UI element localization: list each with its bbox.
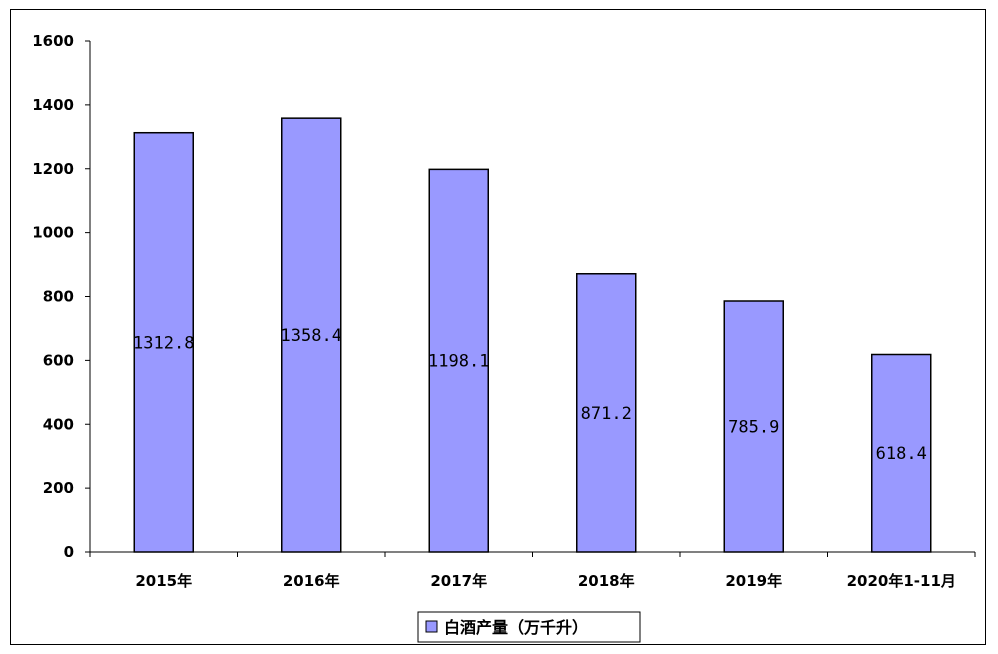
bar [576,273,637,553]
data-labels: 1312.8 1358.4 1198.1 871.2 785.9 618.4 [133,326,927,464]
bar [428,168,489,553]
bar [871,353,932,553]
y-tick-label: 600 [43,351,74,369]
legend: 白酒产量（万千升） [417,611,641,643]
x-axis: 2015年 2016年 2017年 2018年 2019年 2020年1-11月 [89,551,976,590]
y-tick-label: 0 [64,543,74,561]
x-tick-label: 2020年1-11月 [847,572,956,590]
legend-swatch [425,620,438,633]
data-label: 1198.1 [428,352,489,372]
y-tick-label: 400 [43,415,74,433]
data-label: 785.9 [728,418,779,438]
chart-frame [10,9,986,645]
bar [281,117,342,553]
data-label: 1358.4 [281,326,342,346]
y-tick-label: 1000 [32,224,74,242]
bar [723,300,784,553]
y-tick-label: 1600 [32,32,74,50]
legend-label: 白酒产量（万千升） [444,618,588,637]
x-tick-label: 2015年 [135,572,192,590]
data-label: 618.4 [876,444,927,464]
bars [133,117,932,553]
x-tick-label: 2018年 [578,572,635,590]
y-tick-label: 800 [43,288,74,306]
x-tick-label: 2017年 [430,572,487,590]
legend-box [417,611,641,643]
data-label: 1312.8 [133,333,194,353]
y-tick-label: 1200 [32,160,74,178]
data-label: 871.2 [581,404,632,424]
y-tick-label: 200 [43,479,74,497]
x-tick-label: 2019年 [725,572,782,590]
x-tick-label: 2016年 [283,572,340,590]
bar [133,131,194,553]
y-tick-label: 1400 [32,96,74,114]
y-axis: 0 200 400 600 800 1000 1200 1400 1600 [32,32,91,561]
